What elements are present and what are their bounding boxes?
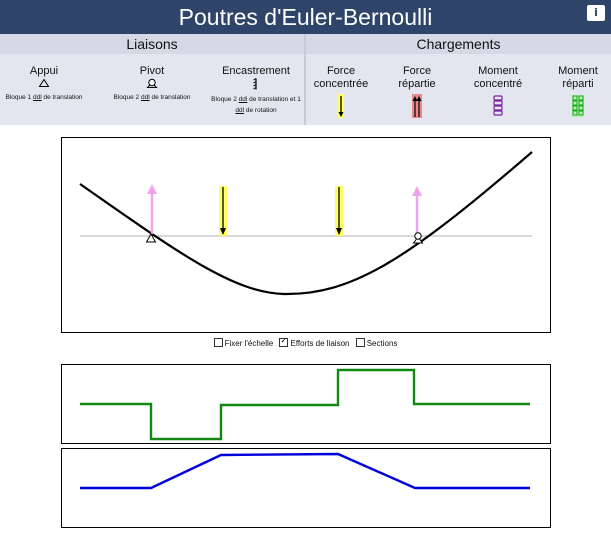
option-fix-scale[interactable]: Fixer l'échelle	[213, 338, 273, 348]
display-options: Fixer l'échelle Efforts de liaison Secti…	[0, 336, 611, 348]
deflection-curve	[79, 151, 533, 296]
tool-encastrement-desc: Bloque 2 ddl de translation et 1 ddl de r…	[211, 96, 301, 114]
tool-pivot-desc: Bloque 2 ddl de translation	[113, 94, 191, 101]
tool-pivot[interactable]: Pivot Bloque 2 ddl de translation	[108, 65, 196, 103]
triangle-support-icon	[38, 78, 50, 87]
point-load-1[interactable]	[219, 186, 227, 236]
tool-moment-concentre[interactable]: Moment concentré	[464, 65, 532, 117]
page-title: Poutres d'Euler-Bernoulli	[178, 4, 433, 30]
fix-scale-checkbox[interactable]	[213, 338, 223, 347]
tool-appui-label: Appui	[29, 65, 59, 77]
beam-canvas[interactable]	[61, 137, 551, 333]
reactions-checkbox[interactable]	[279, 336, 289, 347]
app-header: Poutres d'Euler-Bernoulli i	[0, 0, 611, 34]
tool-force-concentree-label: Force concentrée	[313, 65, 369, 90]
option-reactions[interactable]: Efforts de liaison	[279, 336, 349, 348]
panel-divider	[304, 34, 306, 125]
tool-pivot-label: Pivot	[139, 65, 165, 77]
shear-diagram	[61, 364, 551, 444]
tool-encastrement-label: Encastrement	[222, 65, 290, 77]
reaction-arrow-right	[412, 186, 422, 234]
tool-appui-desc: Bloque 1 ddl de translation	[5, 94, 83, 101]
beam-drawing	[79, 151, 533, 296]
pin-support-icon[interactable]	[412, 232, 424, 244]
distributed-moment-icon	[572, 95, 584, 117]
distributed-force-icon	[412, 94, 422, 118]
chargements-panel: Chargements Force concentrée Force réparti…	[306, 34, 611, 125]
chargements-header: Chargements	[306, 34, 611, 54]
liaisons-header: Liaisons	[0, 34, 304, 54]
roller-support-icon[interactable]	[145, 232, 157, 243]
tool-moment-reparti[interactable]: Moment réparti	[546, 65, 610, 117]
tool-force-repartie-label: Force répartie	[398, 65, 436, 90]
point-force-icon	[338, 94, 344, 118]
tool-encastrement[interactable]: Encastrement Bloque 2 ddl de translation…	[210, 65, 302, 116]
moment-diagram	[61, 448, 551, 528]
sections-checkbox[interactable]	[355, 338, 365, 347]
tool-force-concentree[interactable]: Force concentrée	[310, 65, 372, 118]
point-moment-icon	[493, 95, 503, 116]
shear-curve	[80, 368, 530, 441]
pivot-icon	[146, 78, 158, 88]
point-load-2[interactable]	[335, 186, 343, 236]
moment-curve	[80, 452, 530, 490]
reaction-arrow-left	[147, 184, 157, 234]
option-sections[interactable]: Sections	[355, 338, 397, 348]
tool-appui[interactable]: Appui Bloque 1 ddl de translation	[2, 65, 86, 103]
tool-moment-concentre-label: Moment concentré	[473, 65, 523, 90]
clamp-icon	[253, 78, 257, 90]
info-button[interactable]: i	[587, 5, 605, 21]
tool-force-repartie[interactable]: Force répartie	[386, 65, 448, 118]
liaisons-panel: Liaisons Appui Bloque 1 ddl de translati…	[0, 34, 304, 125]
tool-moment-reparti-label: Moment réparti	[558, 65, 598, 90]
